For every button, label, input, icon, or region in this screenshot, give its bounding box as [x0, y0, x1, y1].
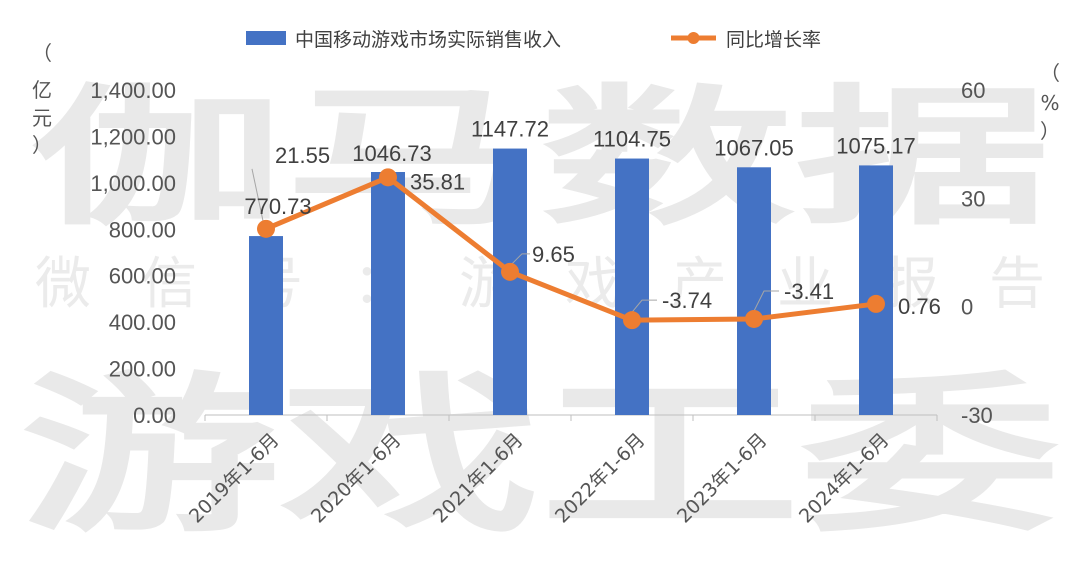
left-tick-label: 1,000.00 [90, 171, 176, 196]
left-tick-label: 600.00 [109, 264, 176, 289]
line-series [257, 168, 885, 330]
right-unit-char: （ [1040, 61, 1060, 85]
watermark-bottom: 游戏工委 [20, 358, 1060, 556]
left-tick-label: 1,200.00 [90, 124, 176, 149]
bar [859, 165, 893, 415]
line-point [379, 168, 397, 187]
left-unit-char: （ [32, 41, 52, 65]
line-value-label: 9.65 [532, 242, 575, 267]
line-point [623, 311, 641, 330]
watermark-top: 伽马数据 [30, 72, 1050, 246]
legend-bar-swatch [246, 31, 286, 45]
line-point [745, 309, 763, 328]
bar [615, 158, 649, 416]
bar-value-label: 1075.17 [836, 133, 916, 158]
line-point [501, 262, 519, 281]
right-unit-char: ） [1040, 119, 1060, 143]
left-axis-unit: （ 亿元 ） [32, 41, 52, 157]
growth-line [265, 174, 877, 323]
line-value-label: 21.55 [275, 143, 330, 168]
line-value-label: 0.76 [898, 294, 941, 319]
bar [493, 148, 527, 415]
bar [249, 236, 283, 415]
line-value-label: 35.81 [410, 169, 465, 194]
line-point [257, 219, 275, 238]
left-unit-char: ） [32, 133, 52, 157]
right-axis-ticks: -30 0 30 60 [961, 78, 993, 428]
left-tick-label: 200.00 [109, 357, 176, 382]
bar-value-label: 770.73 [244, 194, 311, 219]
legend-line-label: 同比增长率 [726, 29, 821, 51]
label-leader-line [631, 299, 657, 313]
bar [371, 172, 405, 415]
left-tick-label: 800.00 [109, 217, 176, 242]
label-leader-line [509, 253, 530, 267]
left-tick-label: 0.00 [133, 403, 176, 428]
right-tick-label: 60 [961, 78, 985, 103]
legend-line-marker [687, 32, 700, 44]
left-axis-ticks: 0.00 200.00 400.00 600.00 800.00 1,000.00 1,20… [90, 78, 176, 428]
line-point [867, 294, 885, 313]
left-tick-label: 1,400.00 [90, 78, 176, 103]
right-unit-char: % [1040, 91, 1059, 115]
legend-bar-label: 中国移动游戏市场实际销售收入 [295, 29, 561, 51]
right-tick-label: -30 [961, 403, 993, 428]
left-unit-char: 亿 [32, 78, 52, 102]
right-tick-label: 30 [961, 186, 985, 211]
bar-value-label: 1104.75 [593, 127, 671, 152]
bar-value-label: 1147.72 [471, 117, 549, 142]
bar-value-label: 1046.73 [352, 141, 432, 166]
line-value-label: -3.41 [784, 279, 834, 304]
legend: 中国移动游戏市场实际销售收入 同比增长率 [246, 29, 821, 51]
right-tick-label: 0 [961, 295, 973, 320]
left-unit-char: 元 [32, 106, 52, 130]
left-tick-label: 400.00 [109, 310, 176, 335]
right-axis-unit: （% ） [1040, 61, 1060, 143]
line-value-label: -3.74 [662, 288, 712, 313]
label-leader-line [753, 290, 779, 312]
bar-value-label: 1067.05 [714, 135, 794, 160]
label-leader-line [251, 168, 264, 221]
data-labels: 770.73 1046.73 1147.72 1104.75 1067.05 1075.1… [244, 117, 940, 319]
line-label-leaders [251, 168, 779, 313]
